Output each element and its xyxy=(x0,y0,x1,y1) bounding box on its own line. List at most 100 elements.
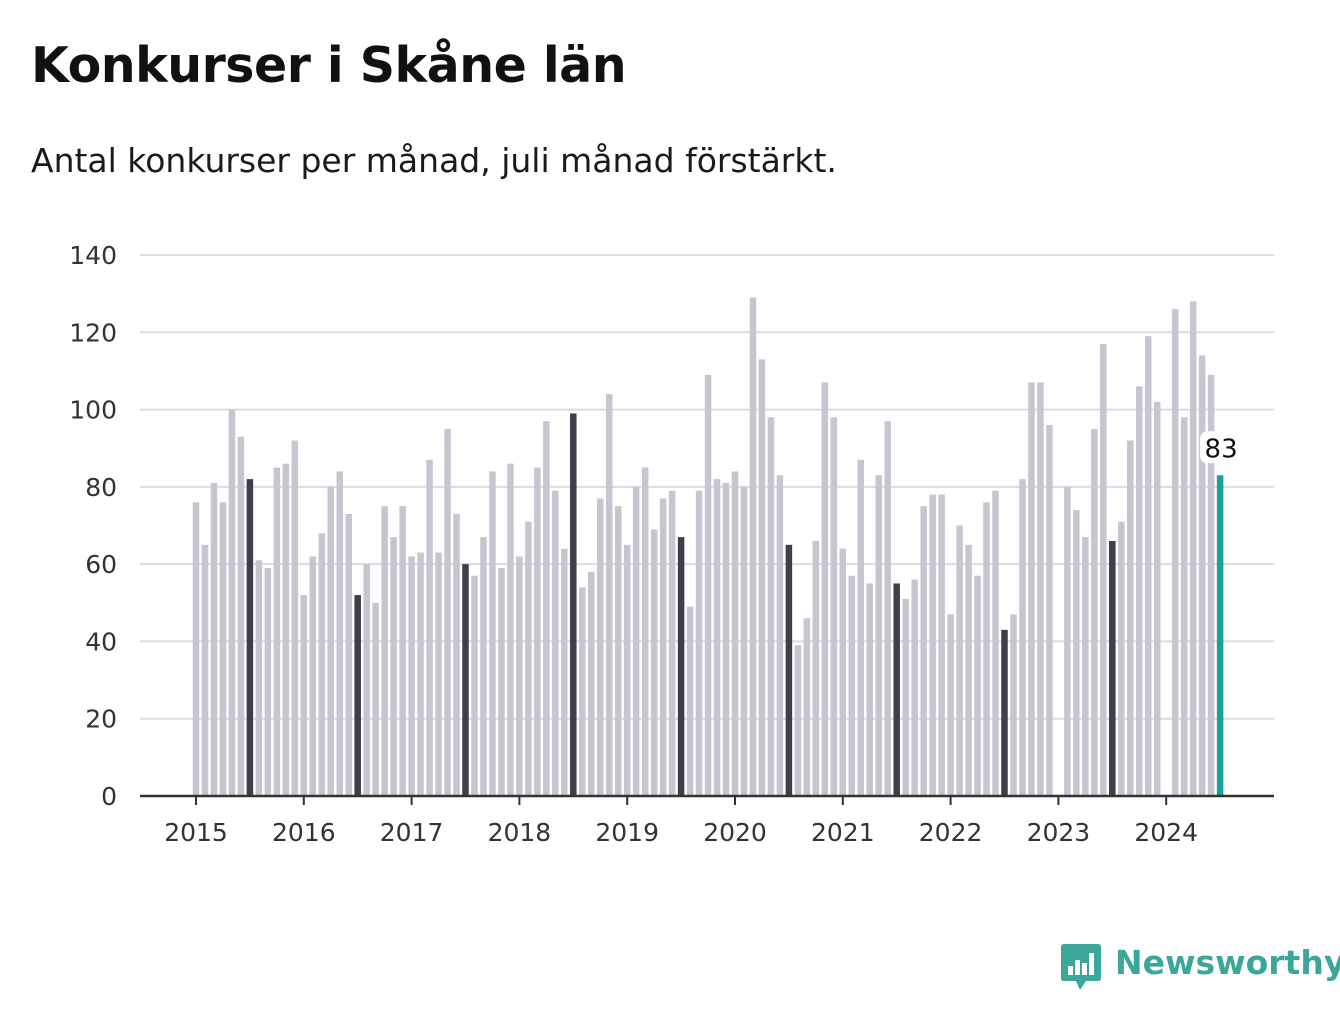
bar xyxy=(426,459,433,796)
bar xyxy=(309,556,317,796)
y-tick-label: 40 xyxy=(85,627,117,656)
bar xyxy=(830,417,838,796)
y-tick-label: 140 xyxy=(69,241,117,270)
bar xyxy=(938,494,945,796)
x-tick-label: 2022 xyxy=(919,818,983,847)
bar xyxy=(192,502,200,796)
bar xyxy=(839,548,847,796)
bar xyxy=(866,583,873,796)
bar xyxy=(1100,343,1107,796)
bar xyxy=(884,421,891,796)
bar xyxy=(848,575,856,796)
bar xyxy=(1082,537,1089,796)
bar xyxy=(605,394,613,796)
bar xyxy=(1180,417,1188,796)
brand-name: Newsworthy xyxy=(1115,943,1340,982)
bar xyxy=(992,490,999,796)
bar xyxy=(534,467,541,796)
bar-chart-speech-bubble-icon xyxy=(1060,942,1102,996)
bar xyxy=(695,490,703,796)
bar xyxy=(507,463,514,796)
bar xyxy=(776,475,784,796)
bar xyxy=(219,502,227,796)
bar xyxy=(902,598,909,796)
latest-value-label: 83 xyxy=(1205,434,1238,464)
bar xyxy=(758,359,766,796)
bar-july xyxy=(246,479,254,796)
bar xyxy=(597,498,604,796)
bar xyxy=(1010,614,1017,796)
bar xyxy=(300,595,308,796)
bar xyxy=(561,548,568,796)
bar xyxy=(282,463,290,796)
bar xyxy=(336,471,343,796)
y-tick-label: 60 xyxy=(85,550,117,579)
bar xyxy=(1144,336,1152,796)
x-tick-label: 2018 xyxy=(488,818,552,847)
bar xyxy=(650,529,658,796)
bar xyxy=(552,490,559,796)
bar xyxy=(929,494,936,796)
y-tick-label: 20 xyxy=(85,705,117,734)
bar xyxy=(1046,425,1053,796)
bar xyxy=(722,482,730,796)
bar xyxy=(444,428,451,796)
bar xyxy=(381,506,388,796)
bar xyxy=(489,471,496,796)
bar-july xyxy=(570,413,577,796)
bar xyxy=(911,579,918,796)
x-tick-label: 2021 xyxy=(811,818,875,847)
chart-subtitle: Antal konkurser per månad, juli månad fö… xyxy=(31,141,837,180)
bar xyxy=(920,506,927,796)
bar xyxy=(740,486,748,796)
bar xyxy=(255,560,263,796)
bar-july xyxy=(893,583,900,796)
bar xyxy=(543,421,550,796)
bar xyxy=(767,417,775,796)
bar-july xyxy=(1109,540,1116,796)
bar xyxy=(875,475,882,796)
bar xyxy=(947,614,954,796)
bar xyxy=(372,602,379,796)
bar xyxy=(659,498,667,796)
bar-july xyxy=(462,564,469,796)
bar xyxy=(974,575,981,796)
x-axis-ticks: 2015 2016 2017 2018 2019 2020 2021 2022 2023 2024 xyxy=(164,796,1198,847)
bar xyxy=(812,540,820,796)
bar xyxy=(318,533,326,796)
bar xyxy=(201,544,209,796)
bar xyxy=(345,513,352,796)
bar xyxy=(471,575,478,796)
bar xyxy=(1073,510,1080,796)
bar xyxy=(713,479,721,796)
bar xyxy=(480,537,487,796)
bar xyxy=(794,645,802,796)
y-tick-label: 0 xyxy=(101,782,117,811)
bar xyxy=(1127,440,1134,796)
bar xyxy=(614,506,622,796)
bar-july xyxy=(354,595,361,796)
bar xyxy=(1207,374,1215,796)
bar xyxy=(641,467,649,796)
bar xyxy=(1028,382,1035,796)
x-tick-label: 2015 xyxy=(164,818,228,847)
bar xyxy=(749,297,757,796)
bar xyxy=(273,467,281,796)
bar xyxy=(704,374,712,796)
bar xyxy=(498,568,505,796)
bar xyxy=(965,544,972,796)
bar xyxy=(390,537,397,796)
bar xyxy=(1118,521,1125,796)
latest-value-box xyxy=(1200,431,1241,464)
bar xyxy=(803,618,811,796)
bar xyxy=(327,486,334,796)
bar-july xyxy=(1001,629,1008,796)
bar xyxy=(237,436,245,796)
bar xyxy=(1019,479,1026,796)
bar xyxy=(1136,386,1143,796)
bar xyxy=(291,440,299,796)
bar xyxy=(1091,428,1098,796)
bar xyxy=(516,556,523,796)
bar xyxy=(525,521,532,796)
